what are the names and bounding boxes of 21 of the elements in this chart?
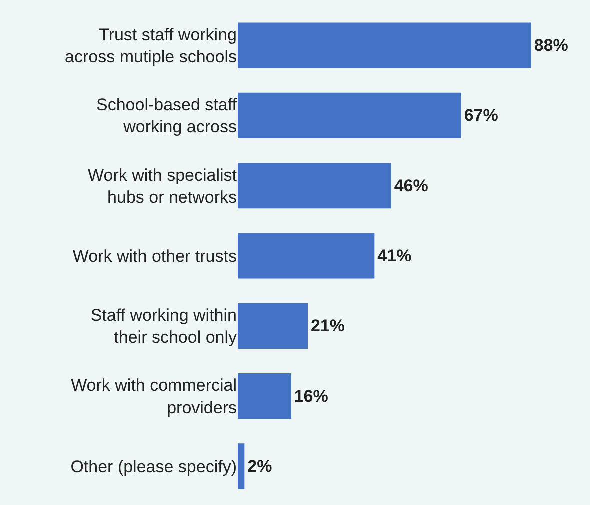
data-label: 21% (311, 316, 346, 336)
bar (238, 373, 292, 420)
bar (238, 163, 392, 209)
bar (238, 303, 308, 349)
y-tick-label: Work with other trusts (72, 246, 237, 266)
bar (238, 233, 375, 279)
data-label: 2% (248, 456, 272, 476)
y-tick-label: Trust staff working across mutiple schools (65, 25, 237, 67)
y-tick-label: Work with commercial providers (71, 376, 237, 418)
y-tick-label: Staff working within their school only (90, 306, 238, 348)
bar (238, 92, 462, 139)
data-label: 88% (534, 36, 568, 56)
bar (238, 22, 532, 68)
y-tick-label: Work with specialist hubs or networks (88, 166, 238, 207)
bar (238, 444, 245, 490)
data-label: 41% (378, 246, 412, 266)
data-label: 46% (394, 176, 428, 196)
data-label: 16% (294, 386, 328, 406)
y-tick-label: Other (please specify) (70, 457, 237, 476)
data-label: 67% (464, 106, 498, 126)
y-tick-label: School-based staff working across (96, 96, 238, 137)
